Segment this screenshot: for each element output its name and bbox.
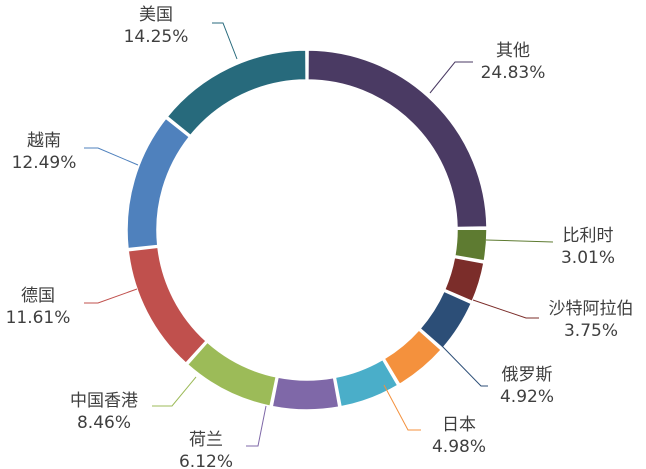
slice-7 <box>186 341 278 408</box>
slice-name-label-1: 比利时 <box>563 226 614 246</box>
leader-line-8 <box>84 288 138 304</box>
slice-value-label-3: 4.92% <box>500 387 554 407</box>
slice-name-label-3: 俄罗斯 <box>502 365 553 385</box>
slice-name-label-7: 中国香港 <box>70 391 138 411</box>
slice-name-label-0: 其他 <box>496 41 530 61</box>
leader-line-1 <box>485 239 554 243</box>
leader-line-7 <box>152 376 197 407</box>
slice-8 <box>127 246 208 365</box>
leader-line-4 <box>383 384 421 431</box>
slice-name-label-2: 沙特阿拉伯 <box>549 299 634 319</box>
slice-5 <box>334 358 399 408</box>
slice-6 <box>271 376 340 411</box>
slice-value-label-0: 24.83% <box>481 63 546 83</box>
leader-line-9 <box>84 147 139 166</box>
slice-4 <box>383 328 443 386</box>
leader-line-0 <box>429 61 473 94</box>
slice-name-label-9: 越南 <box>27 131 61 151</box>
slice-0 <box>307 49 488 229</box>
slice-value-label-8: 11.61% <box>6 308 71 328</box>
slice-10 <box>166 49 307 137</box>
slice-name-label-6: 荷兰 <box>189 430 223 450</box>
slice-value-label-4: 4.98% <box>432 437 486 457</box>
slice-value-label-7: 8.46% <box>77 413 131 433</box>
slice-value-label-10: 14.25% <box>124 27 189 47</box>
slice-2 <box>443 256 485 303</box>
slice-value-label-1: 3.01% <box>561 248 615 268</box>
leaders-group <box>84 22 554 447</box>
slice-9 <box>126 117 191 250</box>
leader-line-2 <box>472 299 539 319</box>
slices-group <box>126 49 488 411</box>
leader-line-6 <box>246 405 267 447</box>
slice-value-label-6: 6.12% <box>179 452 233 469</box>
slice-name-label-4: 日本 <box>442 415 476 435</box>
slice-name-label-8: 德国 <box>21 286 55 306</box>
slice-1 <box>453 228 488 262</box>
slice-value-label-9: 12.49% <box>12 153 77 173</box>
slice-3 <box>418 290 473 350</box>
slice-value-label-2: 3.75% <box>564 321 618 341</box>
slice-name-label-10: 美国 <box>139 5 173 25</box>
leader-line-10 <box>212 22 238 60</box>
leader-line-3 <box>441 345 488 387</box>
